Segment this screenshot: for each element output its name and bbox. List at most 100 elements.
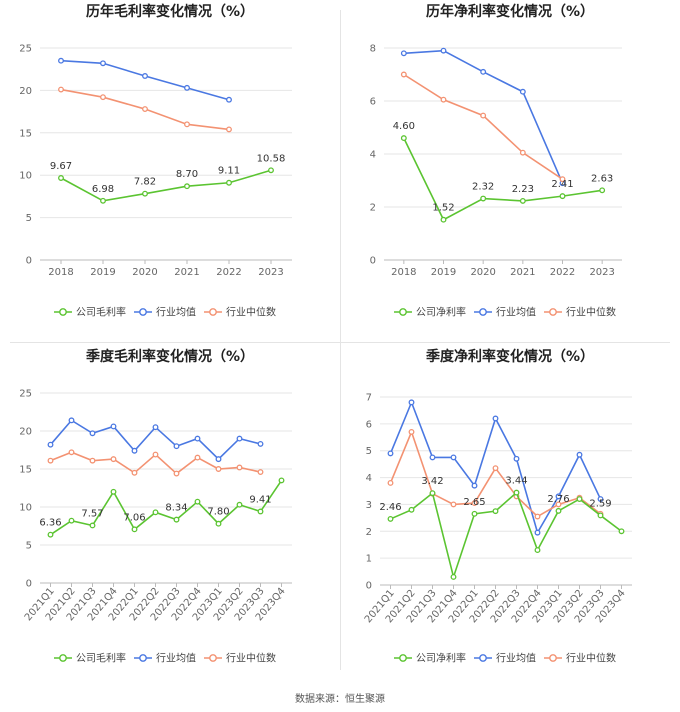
series-point-company	[555, 507, 562, 514]
y-tick-label: 4	[366, 473, 372, 484]
series-point-median	[58, 86, 64, 93]
series-point-company	[513, 489, 520, 496]
series-point-mean	[400, 50, 407, 57]
legend-marker-median	[549, 308, 557, 316]
legend-label-median: 行业中位数	[226, 652, 276, 665]
series-point-median	[519, 149, 526, 156]
legend-label-mean: 行业均值	[496, 652, 536, 665]
data-label: 3.44	[505, 476, 527, 487]
series-point-company	[408, 506, 415, 513]
series-point-median	[450, 501, 457, 508]
y-tick-label: 4	[370, 150, 376, 161]
data-label: 4.60	[393, 121, 415, 132]
series-point-mean	[236, 435, 243, 442]
series-point-company	[519, 197, 526, 204]
series-point-mean	[555, 493, 562, 500]
data-label: 9.41	[249, 494, 271, 505]
series-point-median	[68, 449, 75, 456]
legend-marker-company	[399, 308, 407, 316]
series-point-company	[100, 197, 106, 204]
series-point-mean	[492, 415, 499, 422]
series-point-company	[387, 515, 394, 522]
series-point-median	[236, 464, 243, 471]
y-tick-label: 8	[370, 44, 376, 55]
legend-marker-median	[209, 654, 217, 662]
data-label: 6.36	[39, 518, 61, 529]
legend-marker-company	[59, 654, 67, 662]
series-line-company	[50, 479, 283, 536]
data-label: 9.11	[218, 166, 240, 177]
y-tick-label: 15	[19, 128, 32, 139]
series-point-median	[131, 469, 138, 476]
legend-marker-company	[59, 308, 67, 316]
series-point-company	[215, 520, 222, 527]
series-point-company	[450, 573, 457, 580]
series-point-company	[440, 216, 447, 223]
y-tick-label: 20	[19, 427, 32, 438]
series-point-mean	[597, 496, 604, 503]
y-tick-label: 10	[19, 171, 32, 182]
data-label: 7.82	[134, 177, 156, 188]
series-point-company	[226, 179, 232, 186]
series-point-mean	[519, 88, 526, 95]
series-point-median	[142, 106, 148, 113]
legend-label-company: 公司净利率	[416, 306, 466, 319]
legend-label-mean: 行业均值	[156, 306, 196, 319]
data-source-note: 数据来源：恒生聚源	[295, 694, 385, 705]
data-label: 1.52	[432, 203, 454, 214]
series-point-mean	[257, 440, 264, 447]
series-point-median	[257, 469, 264, 475]
y-tick-label: 5	[26, 213, 32, 224]
series-point-mean	[142, 73, 148, 79]
data-label: 2.65	[463, 497, 485, 508]
data-label: 2.76	[547, 494, 569, 505]
x-tick-label: 2021	[510, 267, 535, 278]
series-point-mean	[513, 455, 520, 462]
series-point-median	[400, 71, 407, 78]
y-tick-label: 6	[370, 97, 376, 108]
legend-label-company: 公司毛利率	[76, 652, 126, 665]
x-tick-label: 2019	[90, 267, 115, 278]
series-point-company	[68, 517, 75, 524]
x-tick-label: 2019	[431, 267, 456, 278]
data-label: 2.46	[379, 502, 401, 513]
data-label: 10.58	[257, 153, 286, 164]
y-tick-label: 0	[366, 581, 372, 592]
series-line-company	[60, 169, 272, 202]
x-tick-label: 2018	[391, 267, 416, 278]
legend-marker-mean	[479, 654, 487, 662]
series-point-company	[599, 187, 606, 194]
y-tick-label: 7	[366, 393, 372, 404]
y-tick-label: 10	[19, 503, 32, 514]
series-point-median	[559, 176, 566, 183]
chart-annual-net-margin-svg: 历年净利率变化情况（%） 0 2 4 6 8 2018 2019 2020 2021 2022 202…	[370, 3, 622, 319]
series-point-median	[408, 428, 415, 435]
series-point-company	[559, 193, 566, 200]
legend-label-company: 公司毛利率	[76, 306, 126, 319]
legend-label-median: 行业中位数	[566, 652, 616, 665]
data-label: 2.23	[512, 184, 534, 195]
series-point-median	[387, 479, 394, 486]
series-point-company	[110, 488, 117, 495]
chart-annual-gross-margin: 历年毛利率变化情况（%） 0 5 10 15 20 25 2018 2019 2020 2021 20…	[0, 0, 340, 345]
x-tick-label: 2023	[589, 267, 614, 278]
series-point-company	[89, 522, 96, 529]
series-point-mean	[215, 456, 222, 463]
series-point-median	[480, 112, 487, 119]
series-point-mean	[226, 96, 232, 103]
series-point-median	[440, 96, 447, 103]
data-label: 7.80	[207, 507, 229, 518]
series-point-mean	[450, 454, 457, 461]
series-point-median	[471, 500, 478, 507]
series-line-company	[390, 491, 622, 580]
series-point-median	[173, 470, 180, 477]
series-point-mean	[68, 417, 75, 424]
x-tick-label: 2021	[174, 267, 199, 278]
series-point-median	[194, 454, 201, 461]
series-point-median	[100, 94, 106, 101]
legend-label-company: 公司净利率	[416, 652, 466, 665]
y-tick-label: 5	[366, 446, 372, 457]
series-point-mean	[89, 430, 96, 437]
y-tick-label: 0	[370, 256, 376, 267]
y-tick-label: 1	[366, 554, 372, 565]
